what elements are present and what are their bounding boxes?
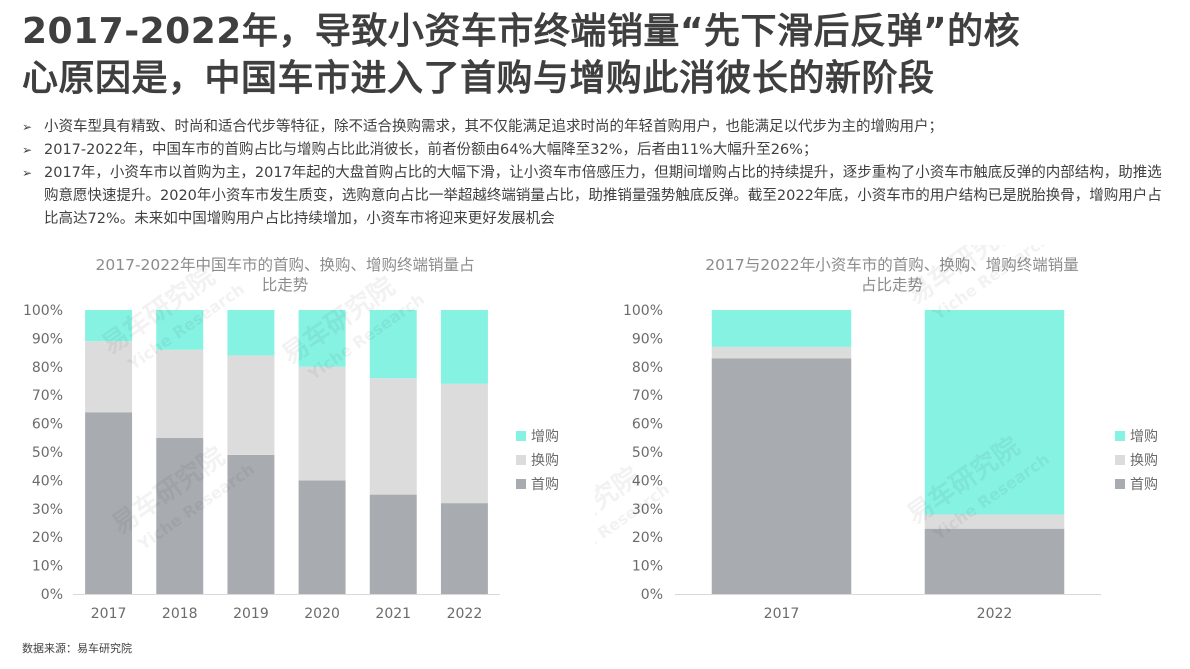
y-tick-label: 90% (32, 331, 63, 347)
y-tick-label: 30% (632, 502, 663, 518)
y-tick-label: 80% (32, 360, 63, 376)
bar-segment (227, 310, 275, 356)
bar-segment (440, 383, 488, 504)
data-source-note: 数据来源：易车研究院 (22, 642, 132, 655)
page-title-line1: 2017-2022年，导致小资车市终端销量“先下滑后反弹”的核 (22, 11, 1021, 52)
y-tick-label: 100% (623, 303, 663, 319)
chart-title: 比走势 (262, 276, 309, 294)
bar-segment (156, 349, 204, 438)
bar-segment (85, 341, 133, 413)
x-tick-label: 2020 (304, 606, 340, 622)
legend-swatch (516, 479, 526, 489)
y-tick-label: 20% (32, 530, 63, 546)
bar-segment (440, 310, 488, 384)
chart-title: 2017-2022年中国车市的首购、换购、增购终端销量占 (96, 256, 475, 274)
arrow-bullet-icon: ➢ (22, 166, 33, 180)
bullet-item: ➢ 2017-2022年，中国车市的首购占比与增购占比此消彼长，前者份额由64%… (22, 139, 1172, 162)
legend-swatch (1115, 455, 1125, 465)
y-tick-label: 0% (41, 587, 63, 603)
legend-label: 换购 (1130, 452, 1158, 469)
y-tick-label: 100% (23, 303, 63, 319)
bar-segment (711, 346, 852, 359)
legend-label: 增购 (531, 429, 559, 445)
arrow-bullet-icon: ➢ (22, 143, 33, 157)
bar-segment (369, 494, 417, 594)
bar-segment (369, 378, 417, 495)
bar-segment (924, 514, 1065, 529)
legend-label: 首购 (1130, 477, 1158, 493)
bar-segment (156, 437, 204, 594)
y-tick-label: 70% (632, 388, 663, 404)
bullet-item: ➢ 小资车型具有精致、时尚和适合代步等特征，除不适合换购需求，其不仅能满足追求时… (22, 116, 1172, 139)
y-tick-label: 30% (32, 502, 63, 518)
bullet-list: ➢ 小资车型具有精致、时尚和适合代步等特征，除不适合换购需求，其不仅能满足追求时… (22, 116, 1172, 231)
bar-segment (369, 310, 417, 379)
y-tick-label: 70% (32, 388, 63, 404)
legend-swatch (516, 431, 526, 441)
bar-segment (85, 412, 133, 594)
chart-title: 占比走势 (861, 276, 923, 294)
y-tick-label: 50% (32, 445, 63, 461)
legend-label: 增购 (1130, 429, 1158, 445)
y-tick-label: 0% (641, 587, 663, 603)
x-tick-label: 2017 (764, 606, 800, 622)
x-tick-label: 2017 (91, 606, 127, 622)
y-tick-label: 40% (632, 473, 663, 489)
y-tick-label: 40% (32, 473, 63, 489)
bar-segment (711, 310, 852, 347)
bar-segment (85, 310, 133, 342)
y-tick-label: 10% (32, 559, 63, 575)
bar-segment (924, 528, 1065, 594)
legend-label: 换购 (531, 452, 559, 469)
bullet-text: 小资车型具有精致、时尚和适合代步等特征，除不适合换购需求，其不仅能满足追求时尚的… (44, 119, 943, 135)
bullet-text: 2017-2022年，中国车市的首购占比与增购占比此消彼长，前者份额由64%大幅… (44, 142, 818, 158)
y-tick-label: 10% (632, 559, 663, 575)
bar-segment (298, 480, 346, 594)
x-tick-label: 2022 (447, 606, 483, 622)
x-tick-label: 2021 (375, 606, 411, 622)
y-tick-label: 50% (632, 445, 663, 461)
y-tick-label: 60% (632, 417, 663, 433)
chart-title: 2017与2022年小资车市的首购、换购、增购终端销量 (705, 256, 1078, 274)
y-tick-label: 90% (632, 331, 663, 347)
y-tick-label: 80% (632, 360, 663, 376)
bar-segment (711, 358, 852, 594)
bar-segment (227, 454, 275, 594)
bar-segment (298, 310, 346, 367)
bar-segment (298, 366, 346, 481)
y-tick-label: 20% (632, 530, 663, 546)
bar-segment (156, 310, 204, 350)
x-tick-label: 2022 (977, 606, 1013, 622)
legend-swatch (1115, 479, 1125, 489)
legend-swatch (516, 455, 526, 465)
bar-segment (924, 310, 1065, 515)
y-tick-label: 60% (32, 417, 63, 433)
x-tick-label: 2019 (233, 606, 269, 622)
bar-segment (227, 355, 275, 455)
x-tick-label: 2018 (162, 606, 198, 622)
bar-segment (440, 503, 488, 594)
bullet-text: 2017年，小资车市以首购为主，2017年起的大盘首购占比的大幅下滑，让小资车市… (44, 165, 1162, 227)
bullet-item: ➢ 2017年，小资车市以首购为主，2017年起的大盘首购占比的大幅下滑，让小资… (22, 162, 1172, 231)
page-title-line2: 心原因是，中国车市进入了首购与增购此消彼长的新阶段 (22, 58, 935, 99)
legend-label: 首购 (531, 477, 559, 493)
legend-swatch (1115, 431, 1125, 441)
arrow-bullet-icon: ➢ (22, 120, 33, 134)
page-title: 2017-2022年，导致小资车市终端销量“先下滑后反弹”的核 心原因是，中国车… (22, 8, 1182, 102)
